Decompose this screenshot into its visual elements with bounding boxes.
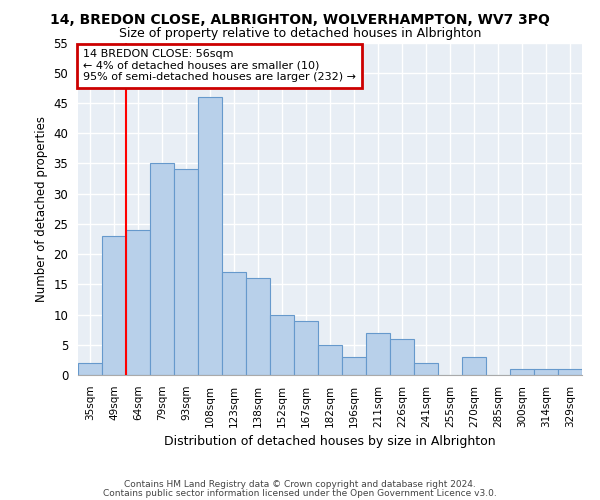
Bar xyxy=(462,357,486,375)
Text: Size of property relative to detached houses in Albrighton: Size of property relative to detached ho… xyxy=(119,28,481,40)
Text: 14, BREDON CLOSE, ALBRIGHTON, WOLVERHAMPTON, WV7 3PQ: 14, BREDON CLOSE, ALBRIGHTON, WOLVERHAMP… xyxy=(50,12,550,26)
Text: Contains HM Land Registry data © Crown copyright and database right 2024.: Contains HM Land Registry data © Crown c… xyxy=(124,480,476,489)
Bar xyxy=(318,345,342,375)
Bar xyxy=(366,332,390,375)
Bar xyxy=(342,357,366,375)
Text: 14 BREDON CLOSE: 56sqm
← 4% of detached houses are smaller (10)
95% of semi-deta: 14 BREDON CLOSE: 56sqm ← 4% of detached … xyxy=(83,49,356,82)
Bar xyxy=(414,363,438,375)
Y-axis label: Number of detached properties: Number of detached properties xyxy=(35,116,48,302)
Bar xyxy=(126,230,150,375)
Bar xyxy=(150,164,174,375)
Bar xyxy=(558,369,582,375)
Bar xyxy=(78,363,102,375)
Bar xyxy=(390,338,414,375)
Text: Contains public sector information licensed under the Open Government Licence v3: Contains public sector information licen… xyxy=(103,488,497,498)
Bar xyxy=(174,170,198,375)
Bar xyxy=(222,272,246,375)
Bar xyxy=(270,314,294,375)
Bar xyxy=(510,369,534,375)
Bar xyxy=(246,278,270,375)
Bar xyxy=(198,97,222,375)
Bar xyxy=(534,369,558,375)
Bar xyxy=(102,236,126,375)
X-axis label: Distribution of detached houses by size in Albrighton: Distribution of detached houses by size … xyxy=(164,435,496,448)
Bar xyxy=(294,320,318,375)
